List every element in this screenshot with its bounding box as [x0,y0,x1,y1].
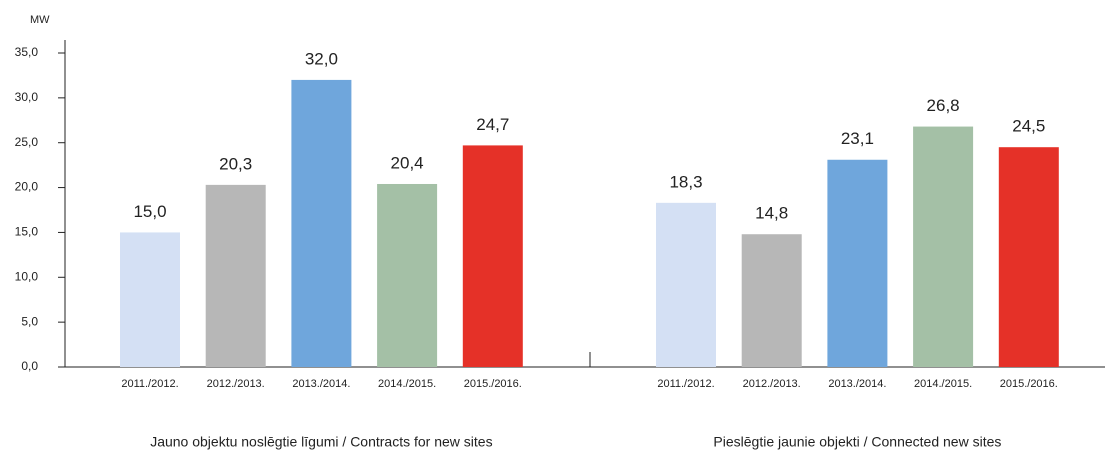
x-tick-label: 2014./2015. [914,378,972,390]
x-tick-label: 2012./2013. [207,378,265,390]
value-label: 20,4 [391,153,424,172]
x-tick-label: 2012./2013. [743,378,801,390]
value-label: 24,7 [476,115,509,134]
y-tick-label: 0,0 [21,359,38,373]
bar [377,183,438,367]
bar [998,147,1059,367]
bar [656,202,716,367]
y-tick-label: 25,0 [15,135,39,149]
value-label: 18,3 [669,172,702,191]
y-tick-label: 10,0 [15,269,39,283]
bar [741,234,802,367]
x-tick-label: 2011./2012. [657,378,714,390]
bar [462,145,523,367]
group-title: Pieslēgtie jaunie objekti / Connected ne… [713,434,1001,450]
value-label: 23,1 [841,129,874,148]
x-tick-label: 2015./2016. [464,378,522,390]
y-tick-label: 20,0 [15,180,39,194]
bar [291,79,352,368]
bar [120,232,180,367]
x-tick-label: 2013./2014. [292,378,350,390]
value-label: 20,3 [219,154,252,173]
x-tick-label: 2015./2016. [1000,378,1058,390]
y-tick-label: 30,0 [15,90,39,104]
value-label: 15,0 [133,202,166,221]
value-label: 14,8 [755,204,788,223]
x-tick-label: 2014./2015. [378,378,436,390]
y-tick-label: 35,0 [15,45,39,59]
y-tick-label: 15,0 [15,225,39,239]
value-label: 24,5 [1012,117,1045,136]
bar [827,159,888,367]
y-axis-label: MW [30,14,50,26]
value-label: 32,0 [305,49,338,68]
group-title: Jauno objektu noslēgtie līgumi / Contrac… [150,434,492,450]
value-label: 26,8 [927,96,960,115]
bar [913,126,974,368]
y-tick-label: 5,0 [21,314,38,328]
x-tick-label: 2013./2014. [828,378,886,390]
x-tick-label: 2011./2012. [121,378,178,390]
bar [205,184,266,367]
